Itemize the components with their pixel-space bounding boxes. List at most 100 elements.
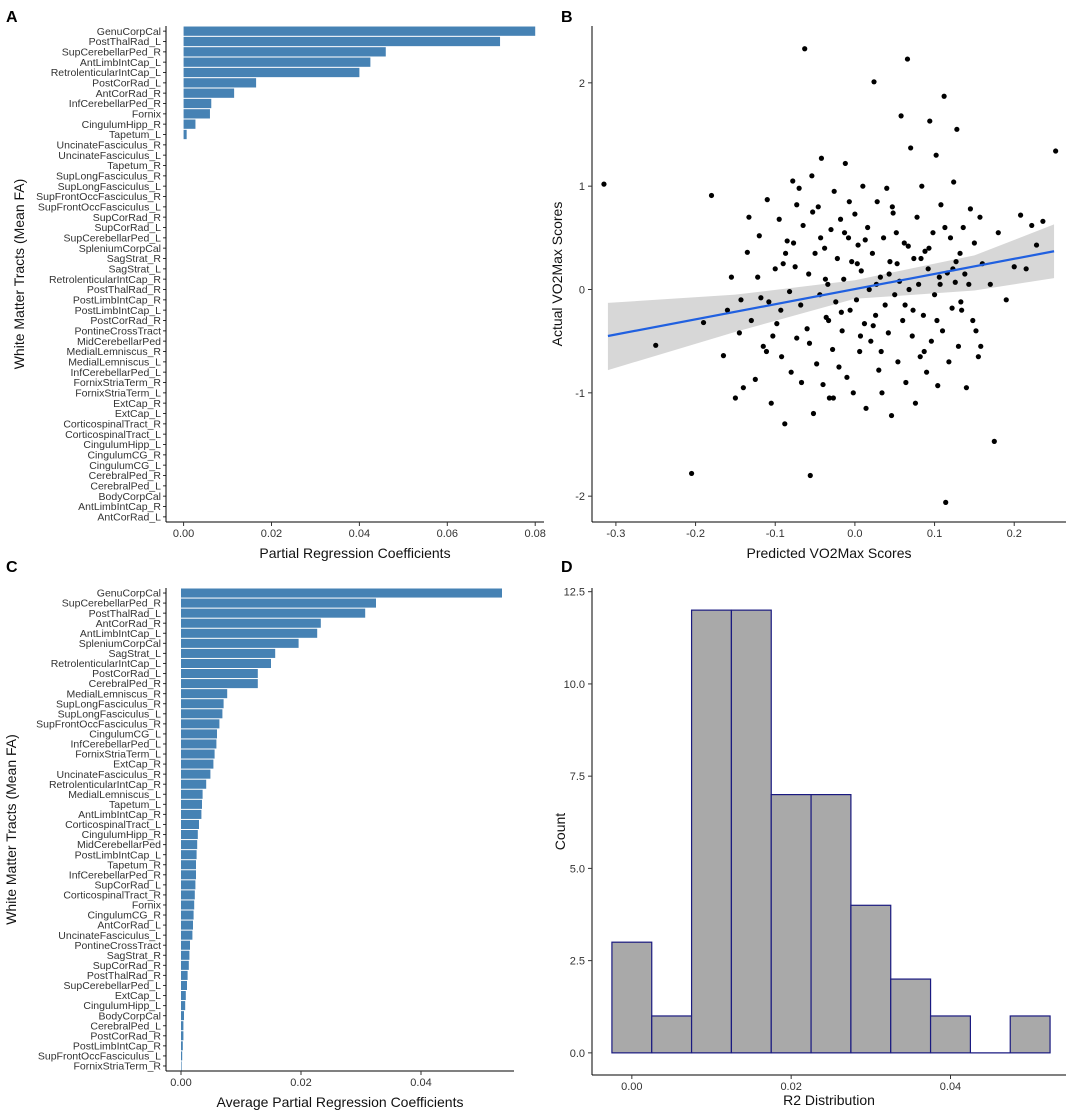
data-point xyxy=(740,385,746,391)
bar xyxy=(181,769,211,779)
data-point xyxy=(870,323,876,329)
data-point xyxy=(937,281,943,287)
data-point xyxy=(902,302,908,308)
data-point xyxy=(1011,264,1017,270)
data-point xyxy=(782,250,789,256)
category-label: BodyCorpCal xyxy=(99,491,161,503)
category-label: AntCorRad_L xyxy=(97,920,161,932)
data-point xyxy=(869,250,876,256)
data-point xyxy=(782,421,788,427)
data-point xyxy=(728,274,735,280)
category-label: PostThalRad_R xyxy=(87,970,162,982)
data-point xyxy=(884,185,890,191)
data-point xyxy=(901,240,907,246)
category-label: FornixStriaTerm_L xyxy=(75,387,161,399)
histogram-bar xyxy=(1009,1015,1051,1054)
category-label: Tapetum_L xyxy=(109,799,161,811)
regression-line xyxy=(607,250,1055,338)
data-point xyxy=(892,292,898,298)
bar xyxy=(181,920,193,930)
data-point xyxy=(768,400,774,406)
data-point xyxy=(1029,222,1035,229)
x-axis-title: Average Partial Regression Coefficients xyxy=(217,1094,464,1110)
data-point xyxy=(825,281,831,287)
data-point xyxy=(951,179,957,185)
category-label: RetrolenticularIntCap_L xyxy=(51,67,161,79)
panel-letter-d: D xyxy=(561,559,573,576)
category-label: CingulumCG_R xyxy=(87,910,161,922)
data-point xyxy=(830,395,836,401)
category-label: SupFrontOccFasciculus_L xyxy=(38,201,161,213)
category-label: SupLongFasciculus_R xyxy=(56,698,161,710)
data-point xyxy=(987,281,993,287)
data-point xyxy=(918,255,924,262)
data-point xyxy=(786,288,793,295)
histogram-bar xyxy=(730,609,772,1054)
x-tick-label: 0.00 xyxy=(170,1077,191,1089)
data-point xyxy=(760,343,766,349)
category-label: FornixStriaTerm_R xyxy=(73,1061,161,1073)
panel-d-histogram: 0.00 0.02 0.04 0.0 2.5 5.0 7.5 10.0 12.5 R2 Distr… xyxy=(552,587,1066,1108)
data-point xyxy=(978,343,984,349)
data-point xyxy=(700,319,707,326)
bar xyxy=(181,930,193,940)
histogram-bar xyxy=(929,1015,972,1054)
data-point xyxy=(943,499,949,505)
bar xyxy=(183,67,360,78)
bar xyxy=(181,638,299,648)
y-tick-label: 2 xyxy=(579,78,585,90)
bar xyxy=(181,729,217,739)
data-point xyxy=(855,242,861,248)
data-point xyxy=(790,240,797,246)
data-point xyxy=(912,400,919,406)
y-tick-label: 12.5 xyxy=(564,587,585,599)
bar xyxy=(183,47,386,57)
data-point xyxy=(798,379,805,386)
category-label: Tapetum_L xyxy=(109,129,161,141)
category-label: RetrolenticularIntCap_L xyxy=(51,658,161,670)
data-point xyxy=(910,307,916,313)
category-label: AntLimbIntCap_L xyxy=(80,628,161,640)
category-label: PontineCrossTract xyxy=(74,325,161,337)
data-point xyxy=(822,245,828,251)
data-point xyxy=(776,216,782,222)
data-point xyxy=(828,226,834,233)
data-point xyxy=(925,266,931,272)
data-point xyxy=(755,274,761,280)
data-point xyxy=(844,374,850,380)
panel-letter-a: A xyxy=(6,9,18,26)
bar xyxy=(181,1011,184,1021)
data-point xyxy=(935,383,941,389)
x-tick-label: 0.2 xyxy=(1007,528,1022,540)
bar xyxy=(181,840,198,850)
y-tick-label: 2.5 xyxy=(570,956,585,968)
data-point xyxy=(766,299,772,305)
category-label: CingulumHipp_L xyxy=(83,1000,161,1012)
data-point xyxy=(804,326,810,332)
data-point xyxy=(732,395,738,401)
category-label: SupCerebellarPed_L xyxy=(64,232,162,244)
category-label: AntLimbIntCap_L xyxy=(80,57,161,69)
x-tick-label: 0.04 xyxy=(349,528,370,540)
y-tick-label: 5.0 xyxy=(570,863,585,875)
bar xyxy=(183,119,196,129)
data-point xyxy=(898,113,904,119)
x-tick-label: 0.0 xyxy=(847,528,862,540)
category-label: PostCorRad_L xyxy=(92,77,161,89)
data-point xyxy=(947,235,954,241)
category-label: BodyCorpCal xyxy=(99,1010,161,1022)
data-point xyxy=(792,264,798,270)
category-label: AntCorRad_R xyxy=(96,88,162,100)
bar xyxy=(181,699,224,709)
data-point xyxy=(914,214,920,220)
category-label: PostLimbIntCap_R xyxy=(73,1040,162,1052)
category-label: Tapetum_R xyxy=(107,859,161,871)
data-point xyxy=(812,250,818,256)
category-label: UncinateFasciculus_R xyxy=(57,769,162,781)
category-label: SupCorRad_L xyxy=(94,879,161,891)
data-point xyxy=(1053,148,1059,154)
bar xyxy=(181,870,196,880)
panel-b-scatter-plot: -0.3 -0.2 -0.1 0.0 0.1 0.2 -2 -1 0 1 2 Predicted VO… xyxy=(549,26,1066,561)
data-point xyxy=(955,343,962,349)
